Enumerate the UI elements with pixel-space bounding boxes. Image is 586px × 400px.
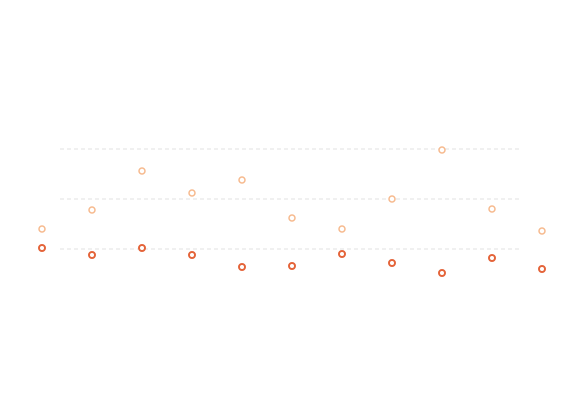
point — [338, 250, 346, 258]
point — [238, 176, 246, 184]
point — [438, 146, 446, 154]
point — [188, 251, 196, 259]
point — [38, 225, 46, 233]
point — [488, 205, 496, 213]
point — [38, 244, 46, 252]
point — [338, 225, 346, 233]
point — [138, 167, 146, 175]
point — [88, 251, 96, 259]
point — [288, 214, 296, 222]
point — [188, 189, 196, 197]
point — [438, 269, 446, 277]
point — [388, 195, 396, 203]
point — [88, 206, 96, 214]
point — [238, 263, 246, 271]
point — [538, 265, 546, 273]
point — [388, 259, 396, 267]
point — [538, 227, 546, 235]
point — [288, 262, 296, 270]
point — [138, 244, 146, 252]
point — [488, 254, 496, 262]
